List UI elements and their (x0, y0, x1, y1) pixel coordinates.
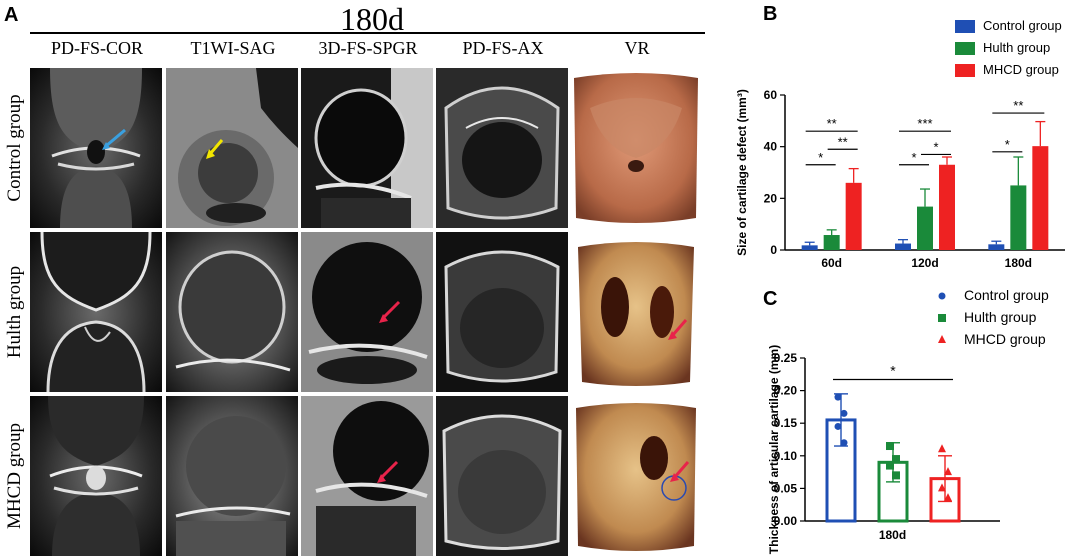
bar-b (895, 243, 911, 250)
header-rule (30, 32, 705, 34)
data-point-c (886, 442, 894, 451)
data-point-c (938, 483, 946, 492)
mri-hulth-t1wi-sag (166, 232, 298, 392)
y-tick-label-c: 0.10 (774, 449, 798, 463)
data-point-c (840, 409, 848, 417)
legend-label-c: Control group (964, 287, 1049, 303)
data-point-c (834, 422, 842, 430)
data-point-c (944, 467, 952, 476)
legend-marker-c (938, 292, 946, 300)
y-axis-label-b: Size of cartilage defect (mm³) (735, 89, 749, 256)
legend-marker-c (938, 314, 946, 322)
mri-mhcd-pd-fs-cor (30, 396, 162, 556)
data-point-c (886, 461, 894, 470)
y-axis-label-c: Thickness of articular cartilage (mm) (767, 345, 781, 554)
y-tick-label-b: 60 (764, 88, 778, 102)
significance-label-b: ** (838, 134, 848, 149)
legend-swatch-b (955, 20, 975, 33)
mri-mhcd-t1wi-sag (166, 396, 298, 556)
x-tick-label-b: 120d (911, 256, 938, 270)
column-header-3d-fs-spgr: 3D-FS-SPGR (318, 38, 418, 58)
column-header-pd-fs-cor: PD-FS-COR (50, 38, 144, 58)
legend-swatch-b (955, 42, 975, 55)
y-tick-label-b: 0 (770, 243, 777, 257)
column-header-vr: VR (624, 38, 650, 58)
column-header-pd-fs-ax: PD-FS-AX (462, 38, 544, 58)
vr-mhcd (570, 396, 702, 556)
y-tick-label-c: 0.20 (774, 384, 798, 398)
panel-c-letter: C (763, 288, 778, 310)
y-tick-label-c: 0.05 (774, 481, 798, 495)
x-tick-label-b: 180d (1005, 256, 1032, 270)
mri-hulth-3d-fs-spgr (301, 232, 433, 392)
significance-label-b: * (911, 150, 916, 165)
data-point-c (892, 455, 900, 464)
column-header-t1wi-sag: T1WI-SAG (190, 38, 276, 58)
panel-a-letter: A (4, 4, 19, 26)
significance-label-b: *** (917, 116, 932, 131)
y-tick-label-c: 0.00 (774, 514, 798, 528)
timepoint-title: 180d (340, 1, 404, 37)
bar-b (939, 164, 955, 250)
row-label-control: Control group (4, 94, 25, 202)
bar-b (1032, 146, 1049, 250)
row-label-mhcd: MHCD group (4, 422, 25, 530)
bar-b (1010, 185, 1027, 250)
bar-b (988, 244, 1005, 250)
mri-control-t1wi-sag (166, 68, 298, 228)
y-tick-label-c: 0.25 (774, 351, 798, 365)
panel-b-letter: B (763, 3, 778, 25)
data-point-c (834, 393, 842, 401)
legend-label-b: Control group (983, 18, 1062, 33)
data-point-c (892, 471, 900, 480)
bar-b (845, 182, 862, 250)
mri-hulth-pd-fs-cor (30, 232, 162, 392)
data-point-c (840, 439, 848, 447)
mri-control-pd-fs-ax (436, 68, 568, 228)
significance-label-b: * (818, 150, 823, 165)
significance-label-b: ** (1013, 98, 1023, 113)
legend-swatch-b (955, 64, 975, 77)
significance-label-b: ** (827, 116, 837, 131)
mri-control-3d-fs-spgr (301, 68, 433, 228)
significance-label-c: * (890, 363, 896, 379)
bar-b (917, 206, 933, 250)
x-tick-label-b: 60d (821, 256, 842, 270)
y-tick-label-c: 0.15 (774, 416, 798, 430)
vr-control (570, 68, 702, 228)
mri-control-pd-fs-cor (30, 68, 162, 228)
legend-label-b: Hulth group (983, 40, 1050, 55)
data-point-c (944, 493, 952, 502)
legend-label-c: MHCD group (964, 331, 1046, 347)
legend-label-c: Hulth group (964, 309, 1037, 325)
legend-label-b: MHCD group (983, 62, 1059, 77)
mri-mhcd-pd-fs-ax (436, 396, 568, 556)
mri-hulth-pd-fs-ax (436, 232, 568, 392)
y-tick-label-b: 40 (764, 140, 778, 154)
data-point-c (938, 444, 946, 453)
chart-c: Control group Hulth group MHCD group 0.00 0.… (767, 287, 1049, 554)
significance-label-b: * (933, 139, 938, 154)
bar-b (801, 245, 818, 250)
row-label-hulth: Hulth group (4, 265, 25, 359)
vr-hulth (570, 232, 702, 392)
y-tick-label-b: 20 (764, 191, 778, 205)
mri-mhcd-3d-fs-spgr (301, 396, 433, 556)
x-tick-label-c: 180d (879, 528, 906, 542)
bar-b (823, 235, 840, 250)
significance-label-b: * (1005, 137, 1010, 152)
chart-b: Control group Hulth group MHCD group 0 20 40 6… (735, 18, 1065, 270)
legend-marker-c (938, 335, 946, 343)
